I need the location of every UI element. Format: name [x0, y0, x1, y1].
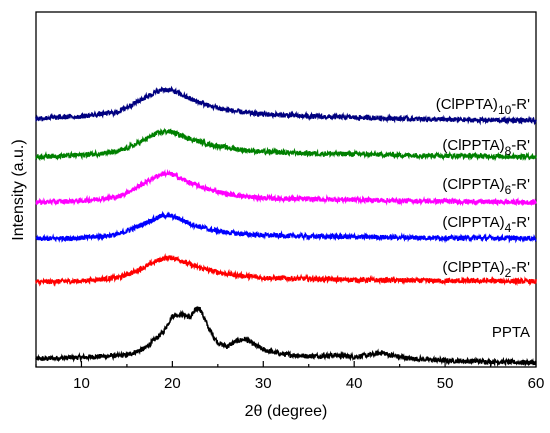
series-curves — [35, 85, 537, 367]
x-tick-label: 50 — [437, 375, 454, 392]
series-line-3 — [35, 168, 537, 207]
series-line-1 — [35, 253, 537, 287]
x-axis-title: 2θ (degree) — [245, 403, 328, 420]
x-tick-label: 20 — [164, 375, 181, 392]
plot-frame — [35, 11, 537, 368]
series-label-4: (ClPPTA)8-R' — [442, 137, 530, 158]
series-label-5: (ClPPTA)10-R' — [436, 96, 530, 117]
x-tick-label: 40 — [346, 375, 363, 392]
x-tick-label: 60 — [528, 375, 545, 392]
x-tick-label: 30 — [255, 375, 272, 392]
x-axis-ticks: 10 20 30 40 50 60 — [35, 361, 545, 392]
series-line-5 — [35, 85, 537, 126]
series-labels: PPTA (ClPPTA)2-R' (ClPPTA)4-R' (ClPPTA)6-R'… — [436, 96, 530, 341]
y-axis-title: Intensity (a.u.) — [10, 139, 27, 240]
series-label-0: PPTA — [492, 324, 530, 341]
series-label-2: (ClPPTA)4-R' — [442, 214, 530, 235]
series-line-2 — [35, 210, 537, 244]
series-label-1: (ClPPTA)2-R' — [442, 259, 530, 280]
series-label-3: (ClPPTA)6-R' — [442, 176, 530, 197]
series-line-0 — [35, 305, 537, 367]
series-line-4 — [35, 127, 537, 162]
x-tick-label: 10 — [73, 375, 90, 392]
